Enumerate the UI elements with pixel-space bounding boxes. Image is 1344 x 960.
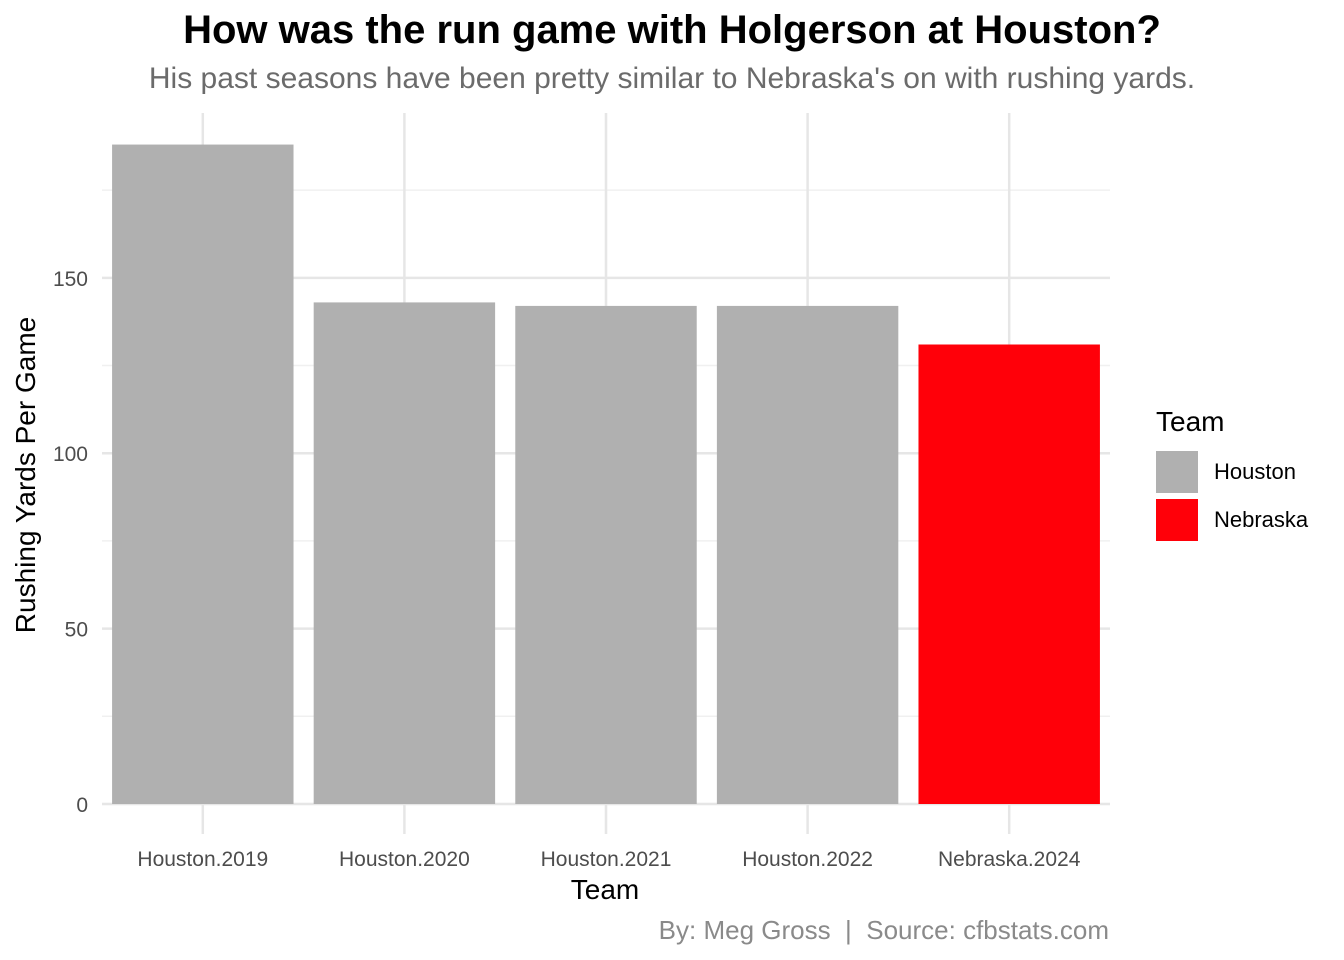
y-tick-label: 100 bbox=[53, 443, 88, 466]
x-tick-labels: Houston.2019 Houston.2020 Houston.2021 Hous… bbox=[137, 848, 1080, 871]
chart-subtitle: His past seasons have been pretty simila… bbox=[148, 62, 1196, 95]
legend-item-nebraska: Nebraska bbox=[1156, 498, 1308, 542]
x-tick-label: Houston.2020 bbox=[339, 848, 470, 871]
x-tick-label: Houston.2022 bbox=[742, 848, 873, 871]
legend-swatch-nebraska bbox=[1156, 499, 1198, 541]
x-tick-label: Houston.2019 bbox=[137, 848, 268, 871]
x-axis-label: Team bbox=[571, 874, 639, 905]
x-tick-label: Houston.2021 bbox=[541, 848, 672, 871]
y-tick-label: 0 bbox=[76, 794, 88, 817]
legend-label-houston: Houston bbox=[1214, 459, 1296, 484]
y-tick-labels: 0 50 100 150 bbox=[53, 268, 88, 817]
bar-houston-2019 bbox=[112, 144, 294, 804]
bar-houston-2020 bbox=[313, 302, 496, 804]
legend-item-houston: Houston bbox=[1156, 450, 1308, 494]
legend-swatch-houston bbox=[1156, 451, 1198, 493]
legend-label-nebraska: Nebraska bbox=[1214, 507, 1309, 532]
caption: By: Meg Gross | Source: cfbstats.com bbox=[658, 915, 1109, 945]
x-tick-label: Nebraska.2024 bbox=[938, 848, 1081, 871]
legend: Team Houston Nebraska bbox=[1156, 406, 1308, 542]
bar-houston-2021 bbox=[515, 305, 697, 804]
bar-houston-2022 bbox=[716, 305, 899, 804]
chart-title: How was the run game with Holgerson at H… bbox=[183, 8, 1161, 52]
y-tick-label: 150 bbox=[53, 268, 88, 291]
y-tick-label: 50 bbox=[65, 619, 88, 642]
bars bbox=[112, 144, 1100, 804]
y-axis-label: Rushing Yards Per Game bbox=[10, 317, 41, 633]
bar-nebraska-2024 bbox=[918, 344, 1100, 804]
legend-title: Team bbox=[1156, 406, 1225, 437]
